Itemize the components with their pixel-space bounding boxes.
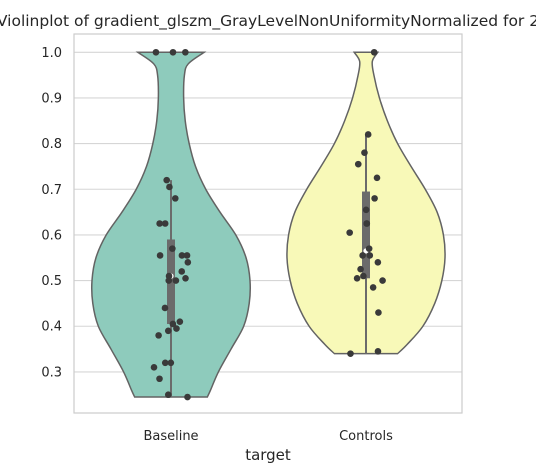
plot-frame: [73, 33, 463, 414]
data-point: [353, 274, 361, 282]
chart-title: Violinplot of gradient_glszm_GrayLevelNo…: [0, 12, 536, 31]
y-tick-label: 0.4: [41, 320, 62, 335]
violins: [90, 51, 446, 398]
data-point: [361, 149, 368, 157]
data-point: [373, 174, 381, 182]
data-point: [184, 393, 191, 401]
x-axis-ticks: Baseline Controls: [143, 429, 393, 444]
data-point: [379, 277, 386, 284]
y-tick-label: 1.0: [41, 46, 62, 61]
data-point: [374, 259, 382, 266]
data-point: [364, 131, 372, 138]
data-point: [359, 252, 366, 259]
data-point: [164, 391, 172, 399]
data-point: [346, 229, 353, 236]
data-point: [161, 220, 169, 227]
y-tick-label: 0.6: [41, 228, 62, 243]
x-tick-label: Baseline: [143, 429, 198, 444]
data-point: [370, 48, 378, 56]
data-point: [374, 348, 382, 355]
y-tick-label: 0.9: [41, 91, 62, 106]
data-point: [183, 252, 191, 259]
data-point: [362, 206, 370, 214]
data-point: [156, 375, 163, 383]
strip-points: [150, 48, 386, 401]
data-point: [366, 252, 374, 259]
data-point: [165, 277, 173, 284]
data-point: [169, 48, 177, 56]
data-point: [163, 176, 171, 184]
y-tick-label: 0.3: [41, 365, 62, 380]
data-point: [347, 350, 354, 357]
data-point: [169, 245, 176, 252]
data-point: [164, 327, 172, 335]
data-point: [150, 364, 158, 371]
data-point: [167, 359, 175, 367]
data-point: [176, 318, 184, 325]
data-point: [354, 160, 362, 168]
data-point: [173, 325, 180, 332]
y-tick-label: 0.5: [41, 274, 62, 289]
data-point: [375, 309, 382, 316]
data-point: [369, 284, 377, 291]
data-point: [178, 268, 186, 275]
y-tick-label: 0.8: [41, 137, 62, 152]
data-point: [166, 183, 173, 191]
data-point: [182, 48, 189, 56]
data-point: [357, 265, 364, 273]
x-tick-label: Controls: [339, 429, 393, 444]
data-point: [363, 220, 371, 227]
box-controls: [362, 191, 370, 279]
data-point: [161, 304, 169, 312]
y-axis-ticks: 0.3 0.4 0.5 0.6 0.7 0.8 0.9 1.0: [41, 46, 62, 381]
data-point: [161, 359, 169, 367]
data-point: [156, 252, 164, 259]
data-point: [171, 195, 179, 202]
data-point: [178, 252, 186, 259]
data-point: [172, 277, 180, 284]
x-axis-label: target: [245, 446, 291, 464]
data-point: [182, 274, 189, 282]
data-point: [365, 245, 373, 252]
data-point: [155, 332, 162, 339]
data-point: [371, 195, 378, 202]
data-point: [169, 320, 177, 328]
data-point: [156, 220, 163, 227]
data-point: [152, 48, 160, 56]
y-tick-label: 0.7: [41, 183, 62, 198]
data-point: [184, 259, 192, 266]
data-point: [360, 272, 367, 280]
